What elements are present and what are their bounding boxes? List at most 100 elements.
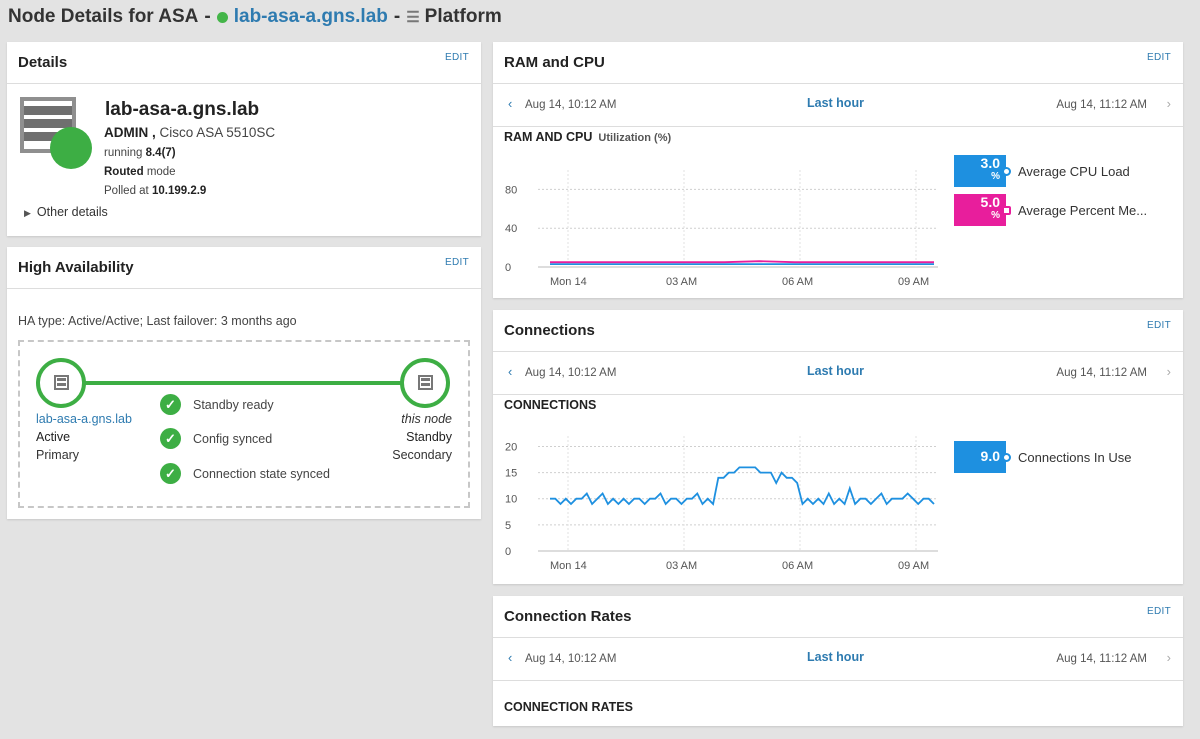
x-tick-label: 09 AM xyxy=(898,560,929,572)
legend-connections-value: 9.0 xyxy=(980,448,1000,464)
time-range-start: Aug 14, 10:12 AM xyxy=(525,99,617,111)
y-tick-label: 80 xyxy=(505,184,517,196)
legend-cpu-load[interactable]: 3.0 % Average CPU Load xyxy=(954,155,1130,187)
x-tick-label: 03 AM xyxy=(666,560,697,572)
y-tick-label: 0 xyxy=(505,546,511,558)
time-range-selector[interactable]: Last hour xyxy=(807,96,864,110)
connections-chart-title: CONNECTIONS xyxy=(504,398,597,412)
connections-chart: 0 5 10 15 20 Mon 14 03 AM 06 AM 09 AM xyxy=(505,436,938,572)
connection-rates-header: Connection Rates EDIT xyxy=(493,596,1183,638)
device-model: Cisco ASA 5510SC xyxy=(159,125,276,140)
chevron-right-icon[interactable]: › xyxy=(1166,650,1171,665)
ha-right-node-info: this node Standby Secondary xyxy=(392,410,452,464)
legend-memory-unit: % xyxy=(991,210,1000,221)
legend-connections-label: Connections In Use xyxy=(1018,449,1132,465)
chevron-left-icon[interactable]: ‹ xyxy=(508,364,513,379)
ha-header: High Availability EDIT xyxy=(7,247,481,289)
chevron-right-icon[interactable]: › xyxy=(1166,96,1171,111)
x-tick-label: Mon 14 xyxy=(550,560,587,572)
series-line xyxy=(550,466,935,506)
check-icon: ✓ xyxy=(160,394,181,415)
time-range-selector[interactable]: Last hour xyxy=(807,650,864,664)
legend-memory-label: Average Percent Me... xyxy=(1018,202,1148,218)
node-name-link[interactable]: lab-asa-a.gns.lab xyxy=(233,6,388,27)
details-title: Details xyxy=(18,54,68,71)
os-version: 8.4(7) xyxy=(145,147,176,159)
legend-memory[interactable]: 5.0 % Average Percent Me... xyxy=(954,194,1147,226)
ram-cpu-time-nav: ‹ Aug 14, 10:12 AM Last hour Aug 14, 11:… xyxy=(493,85,1183,127)
title-separator: - xyxy=(204,6,211,27)
legend-cpu-label: Average CPU Load xyxy=(1018,163,1130,179)
connections-edit-link[interactable]: EDIT xyxy=(1147,320,1171,331)
ha-right-node-priority: Secondary xyxy=(392,448,452,462)
ram-cpu-chart-title: RAM AND CPU Utilization (%) xyxy=(504,130,671,144)
ram-cpu-edit-link[interactable]: EDIT xyxy=(1147,52,1171,63)
time-range-end: Aug 14, 11:12 AM xyxy=(1056,99,1147,111)
connections-time-nav: ‹ Aug 14, 10:12 AM Last hour Aug 14, 11:… xyxy=(493,353,1183,395)
time-range-start: Aug 14, 10:12 AM xyxy=(525,367,617,379)
ha-left-node-icon[interactable] xyxy=(36,358,86,408)
y-tick-label: 0 xyxy=(505,262,511,274)
series-line xyxy=(550,260,934,264)
details-version-line: running 8.4(7) xyxy=(104,147,176,159)
legend-cpu-value: 3.0 xyxy=(980,155,1000,171)
running-label: running xyxy=(104,147,143,159)
ha-left-node-name[interactable]: lab-asa-a.gns.lab xyxy=(36,412,132,426)
check-icon: ✓ xyxy=(160,428,181,449)
connections-title: Connections xyxy=(504,322,595,339)
other-details-toggle[interactable]: ▶ Other details xyxy=(24,205,108,219)
ha-right-node-name: this node xyxy=(401,412,452,426)
expand-triangle-icon: ▶ xyxy=(24,208,31,218)
page-title: Node Details for ASA - lab-asa-a.gns.lab… xyxy=(8,6,502,28)
y-tick-label: 5 xyxy=(505,520,511,532)
polled-ip: 10.199.2.9 xyxy=(151,185,207,197)
ha-diagram xyxy=(18,340,470,508)
details-context-line: ADMIN , Cisco ASA 5510SC xyxy=(104,125,275,140)
legend-cpu-value-box: 3.0 % xyxy=(954,155,1006,187)
ha-check-label: Config synced xyxy=(193,431,273,446)
x-tick-label: Mon 14 xyxy=(550,276,587,288)
layers-icon: ☰ xyxy=(406,9,420,26)
connection-rates-title: Connection Rates xyxy=(504,608,632,625)
time-range-selector[interactable]: Last hour xyxy=(807,364,864,378)
mode-value: Routed xyxy=(104,166,144,178)
connection-rates-edit-link[interactable]: EDIT xyxy=(1147,606,1171,617)
legend-connections-in-use[interactable]: 9.0 Connections In Use xyxy=(954,441,1131,473)
ram-cpu-title: RAM and CPU xyxy=(504,54,605,71)
mode-label: mode xyxy=(146,166,176,178)
y-tick-label: 40 xyxy=(505,223,517,235)
ha-right-node-role: Standby xyxy=(406,430,452,444)
page-section: Platform xyxy=(424,6,502,27)
details-node-name: lab-asa-a.gns.lab xyxy=(105,99,260,120)
ha-right-node-icon[interactable] xyxy=(400,358,450,408)
connections-header: Connections EDIT xyxy=(493,310,1183,352)
ha-link-line xyxy=(85,381,403,385)
details-mode-line: Routed mode xyxy=(104,166,176,178)
chevron-right-icon[interactable]: › xyxy=(1166,364,1171,379)
other-details-label: Other details xyxy=(36,205,108,219)
ha-title: High Availability xyxy=(18,259,134,276)
legend-cpu-unit: % xyxy=(991,171,1000,182)
connection-rates-time-nav: ‹ Aug 14, 10:12 AM Last hour Aug 14, 11:… xyxy=(493,639,1183,681)
connection-rates-panel: Connection Rates EDIT ‹ Aug 14, 10:12 AM… xyxy=(493,596,1183,726)
legend-dot-icon xyxy=(1002,452,1011,462)
chevron-left-icon[interactable]: ‹ xyxy=(508,96,513,111)
ha-type-text: HA type: Active/Active; Last failover: 3… xyxy=(18,314,297,328)
ha-edit-link[interactable]: EDIT xyxy=(445,257,469,268)
connections-panel: Connections EDIT ‹ Aug 14, 10:12 AM Last… xyxy=(493,310,1183,584)
title-separator: - xyxy=(393,6,401,27)
context-name: ADMIN , xyxy=(104,125,156,140)
legend-square-icon xyxy=(1002,205,1011,215)
ram-cpu-chart-subtitle: Utilization (%) xyxy=(598,132,672,144)
chevron-left-icon[interactable]: ‹ xyxy=(508,650,513,665)
ram-cpu-panel: RAM and CPU EDIT ‹ Aug 14, 10:12 AM Last… xyxy=(493,42,1183,298)
details-edit-link[interactable]: EDIT xyxy=(445,52,469,63)
ha-check-label: Standby ready xyxy=(193,397,274,412)
legend-memory-value: 5.0 xyxy=(980,194,1000,210)
check-icon: ✓ xyxy=(160,463,181,484)
x-tick-label: 06 AM xyxy=(782,276,813,288)
y-tick-label: 10 xyxy=(505,494,517,506)
time-range-end: Aug 14, 11:12 AM xyxy=(1056,367,1147,379)
ha-left-node-role: Active xyxy=(36,430,71,444)
x-tick-label: 06 AM xyxy=(782,560,813,572)
